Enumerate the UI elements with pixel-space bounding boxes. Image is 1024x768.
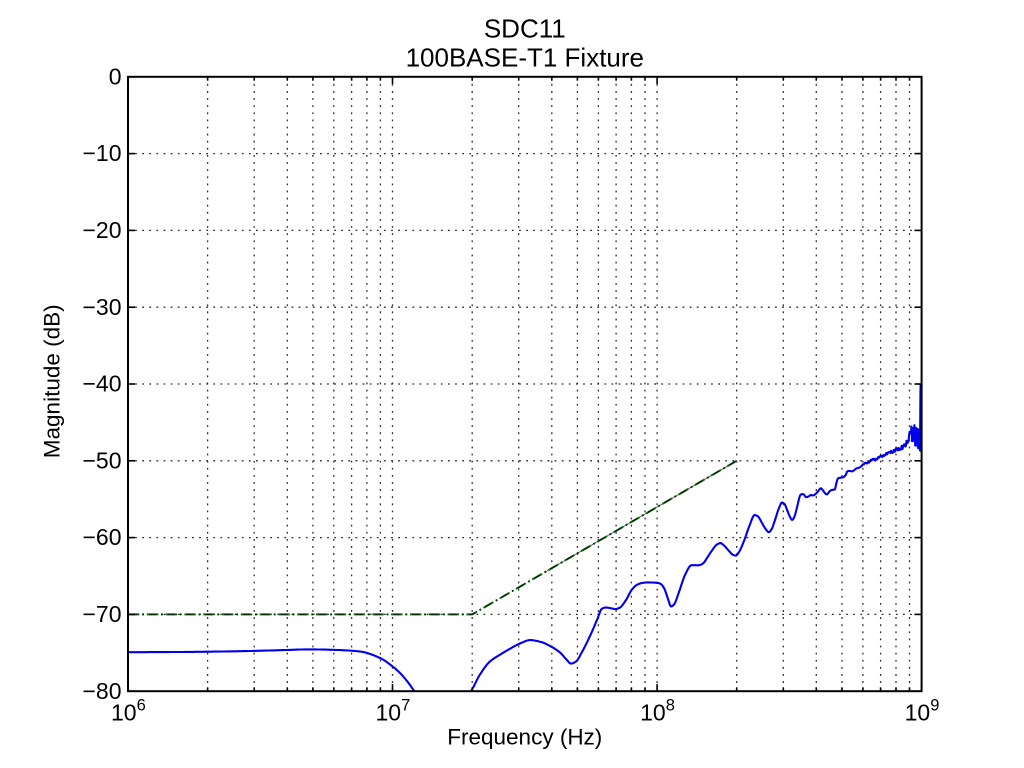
svg-text:−50: −50	[82, 447, 121, 473]
svg-text:SDC11: SDC11	[484, 14, 566, 44]
svg-text:−40: −40	[82, 371, 121, 397]
svg-text:−10: −10	[82, 140, 121, 166]
svg-text:Magnitude (dB): Magnitude (dB)	[40, 304, 65, 458]
svg-text:−20: −20	[82, 217, 121, 243]
svg-text:Frequency (Hz): Frequency (Hz)	[447, 725, 602, 750]
svg-text:−30: −30	[82, 294, 121, 320]
svg-text:−60: −60	[82, 524, 121, 550]
svg-text:−70: −70	[82, 601, 121, 627]
svg-text:100BASE-T1 Fixture: 100BASE-T1 Fixture	[406, 43, 644, 73]
svg-text:0: 0	[109, 63, 122, 89]
svg-text:−80: −80	[82, 678, 121, 704]
